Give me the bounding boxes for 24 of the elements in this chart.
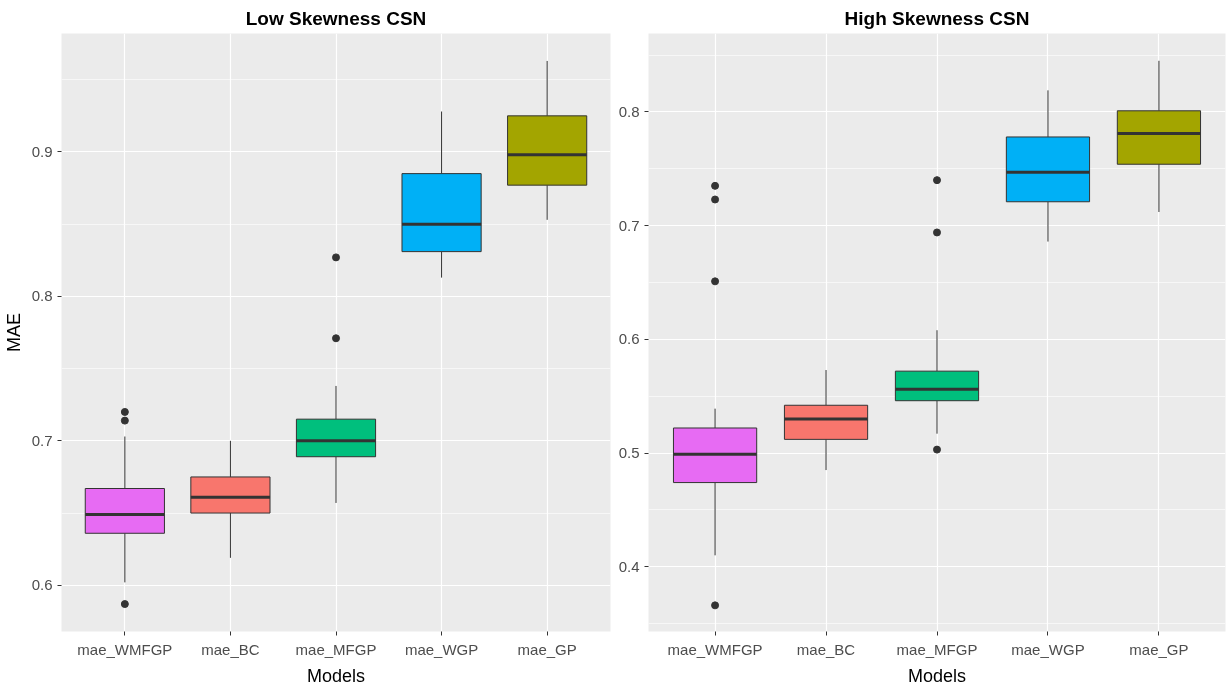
- y-axis-title: MAE: [3, 312, 24, 352]
- y-tick-label: 0.4: [618, 557, 640, 575]
- x-tick-label: mae_BC: [201, 640, 260, 658]
- y-tick-label: 0.7: [31, 431, 53, 449]
- y-tick-label: 0.8: [31, 287, 53, 305]
- y-tick-label: 0.6: [31, 576, 53, 594]
- x-tick-label: mae_WGP: [1011, 640, 1085, 658]
- y-tick-label: 0.7: [618, 216, 640, 234]
- x-tick-label: mae_GP: [517, 640, 577, 658]
- x-tick-label: mae_WGP: [404, 640, 479, 658]
- x-tick-label: mae_MFGP: [295, 640, 377, 658]
- x-axis-title: Models: [907, 665, 967, 686]
- y-tick-label: 0.9: [31, 142, 53, 160]
- x-tick-label: mae_WMFGP: [667, 640, 763, 658]
- y-tick-label: 0.8: [618, 102, 640, 120]
- y-tick-label: 0.6: [618, 330, 640, 348]
- chart-title: Low Skewness CSN: [245, 7, 427, 29]
- x-tick-label: mae_BC: [796, 640, 856, 658]
- x-tick-label: mae_WMFGP: [77, 640, 173, 658]
- chart-title: High Skewness CSN: [844, 7, 1030, 29]
- x-tick-label: mae_MFGP: [896, 640, 978, 658]
- x-axis-title: Models: [306, 665, 366, 686]
- x-tick-label: mae_GP: [1129, 640, 1189, 658]
- y-tick-label: 0.5: [618, 444, 640, 462]
